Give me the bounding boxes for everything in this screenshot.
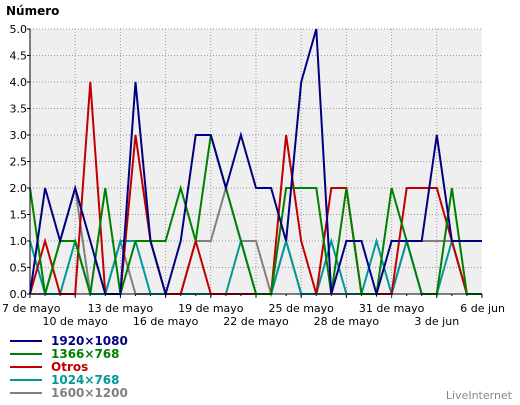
y-tick-label: 4.0: [10, 76, 28, 89]
x-tick-label: 13 de mayo: [88, 302, 154, 315]
x-tick-label: 7 de mayo: [2, 302, 61, 315]
legend-label: 1920×1080: [51, 334, 128, 348]
legend-label: 1024×768: [51, 373, 120, 387]
x-tick-label: 10 de mayo: [42, 315, 108, 328]
y-tick-label: 3.0: [10, 129, 28, 142]
x-tick-label: 25 de mayo: [268, 302, 334, 315]
x-tick-label: 6 de jun: [460, 302, 505, 315]
y-axis-title: Número: [6, 4, 59, 18]
y-tick-label: 5.0: [10, 23, 28, 36]
x-tick-label: 22 de mayo: [223, 315, 289, 328]
y-axis-ticks: 0.0 0.5 1.0 1.5 2.0 2.5 3.0 3.5 4.0 4.5 5.0: [10, 23, 30, 301]
liveinternet-brand: LiveInternet: [446, 389, 513, 402]
legend-label: 1366×768: [51, 347, 120, 361]
y-tick-label: 3.5: [10, 103, 28, 116]
y-tick-label: 2.5: [10, 156, 28, 169]
y-tick-label: 1.5: [10, 209, 28, 222]
x-tick-label: 31 de mayo: [359, 302, 425, 315]
x-tick-label: 16 de mayo: [133, 315, 199, 328]
y-tick-label: 4.5: [10, 50, 28, 63]
x-tick-label: 3 de jun: [414, 315, 459, 328]
legend-label: Otros: [51, 360, 88, 374]
x-axis-ticks: 7 de mayo 13 de mayo 19 de mayo 25 de mayo 3…: [2, 294, 505, 328]
y-tick-label: 2.0: [10, 182, 28, 195]
legend-label: 1600×1200: [51, 386, 128, 400]
x-tick-label: 28 de mayo: [314, 315, 380, 328]
y-tick-label: 1.0: [10, 235, 28, 248]
y-tick-label: 0.5: [10, 262, 28, 275]
y-tick-label: 0.0: [10, 288, 28, 301]
x-tick-label: 19 de mayo: [178, 302, 244, 315]
